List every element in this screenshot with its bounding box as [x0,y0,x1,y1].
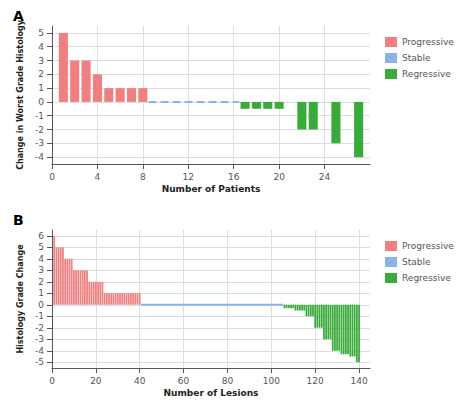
svg-text:140: 140 [350,376,367,386]
svg-text:80: 80 [222,376,234,386]
svg-text:Progressive: Progressive [402,241,454,251]
svg-text:-1: -1 [35,111,44,121]
svg-text:-4: -4 [35,152,44,162]
svg-text:40: 40 [134,376,146,386]
svg-text:4: 4 [38,254,44,264]
svg-text:16: 16 [228,172,240,182]
svg-text:Change in Worst Grade Histolog: Change in Worst Grade Histology [16,19,25,170]
svg-text:60: 60 [178,376,190,386]
svg-text:6: 6 [38,231,44,241]
svg-text:0: 0 [49,172,55,182]
svg-text:-3: -3 [35,334,44,344]
svg-text:0: 0 [38,97,44,107]
svg-text:-2: -2 [35,125,44,135]
svg-text:-1: -1 [35,311,44,321]
svg-text:0: 0 [49,376,55,386]
svg-text:20: 20 [273,172,285,182]
svg-text:0: 0 [38,300,44,310]
svg-text:24: 24 [319,172,331,182]
svg-text:Regressive: Regressive [402,69,451,79]
svg-text:Histology Grade Change: Histology Grade Change [16,244,25,354]
svg-text:3: 3 [38,265,44,275]
svg-text:Stable: Stable [402,257,431,267]
svg-text:Number of Lesions: Number of Lesions [164,388,259,398]
svg-text:-4: -4 [35,346,44,356]
svg-text:4: 4 [38,42,44,52]
svg-text:A: A [13,8,24,24]
svg-text:1: 1 [38,83,44,93]
svg-text:-3: -3 [35,138,44,148]
svg-text:5: 5 [38,242,44,252]
svg-text:4: 4 [95,172,101,182]
svg-text:20: 20 [90,376,102,386]
svg-text:Stable: Stable [402,53,431,63]
svg-text:Progressive: Progressive [402,37,454,47]
svg-text:12: 12 [183,172,194,182]
svg-text:-2: -2 [35,323,44,333]
svg-text:2: 2 [38,277,44,287]
svg-text:2: 2 [38,69,44,79]
svg-text:3: 3 [38,56,44,66]
svg-text:100: 100 [263,376,280,386]
svg-text:Number of Patients: Number of Patients [162,184,261,194]
svg-text:5: 5 [38,28,44,38]
svg-text:-5: -5 [35,357,44,367]
svg-text:8: 8 [140,172,146,182]
svg-text:Regressive: Regressive [402,273,451,283]
svg-text:1: 1 [38,288,44,298]
svg-text:120: 120 [307,376,324,386]
svg-text:B: B [13,212,24,228]
